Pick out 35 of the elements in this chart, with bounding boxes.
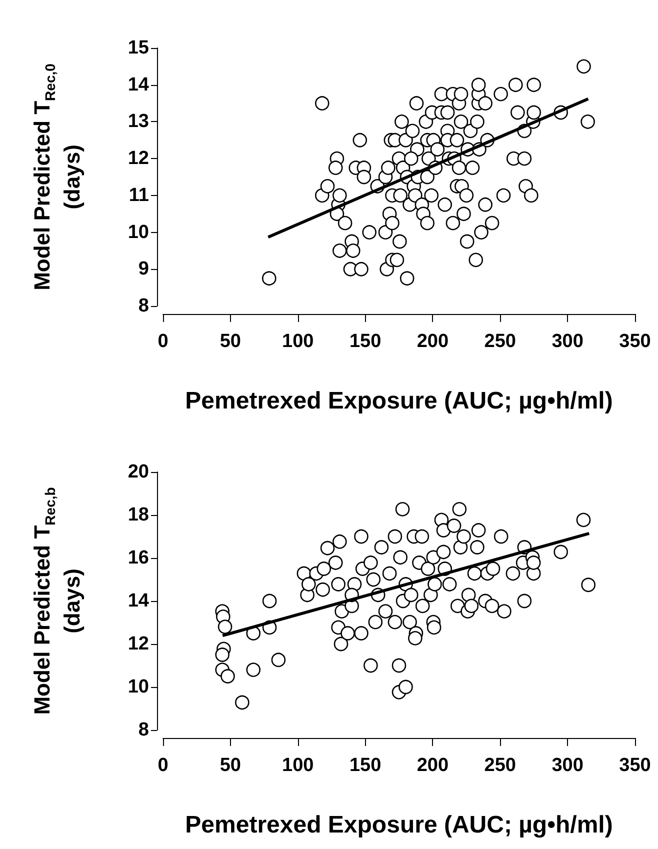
x-tick-label: 300 [552, 755, 584, 776]
text: Model Predicted TRec,0 (days) [30, 64, 84, 290]
y-tick-label: 15 [128, 38, 150, 58]
y-tick-label: 12 [128, 634, 149, 654]
x-tick-label: 300 [552, 331, 584, 352]
x-tick-label: 0 [158, 755, 168, 776]
y-tick-label: 11 [128, 184, 150, 206]
y-tick-label: 8 [138, 720, 149, 740]
x-tick-label: 0 [158, 331, 168, 352]
x-tick-label: 150 [349, 331, 382, 352]
x-tick-label: 100 [282, 755, 314, 776]
x-tick-label: 50 [220, 755, 241, 776]
x-tick-label: 250 [484, 755, 516, 776]
x-tick-label: 350 [619, 755, 651, 776]
x-axis-title: Pemetrexed Exposure (AUC; µg•h/ml) [185, 388, 613, 414]
y-tick-label: 16 [128, 548, 149, 568]
y-tick-label: 10 [128, 676, 149, 698]
x-tick-label: 200 [416, 755, 449, 776]
y-tick-label: 14 [128, 74, 150, 96]
y-tick-label: 13 [128, 111, 149, 132]
y-tick-label: 14 [128, 590, 150, 612]
y-tick-label: 8 [138, 296, 149, 316]
text: Model Predicted TRec,b (days) [30, 487, 84, 715]
x-tick-label: 50 [220, 331, 241, 352]
y-tick-label: 20 [128, 462, 149, 482]
x-tick-label: 200 [416, 331, 449, 352]
x-tick-label: 250 [484, 331, 516, 352]
y-tick-label: 9 [138, 258, 149, 280]
x-tick-label: 150 [349, 755, 382, 776]
x-tick-label: 350 [619, 331, 651, 352]
x-axis-title: Pemetrexed Exposure (AUC; µg•h/ml) [185, 812, 613, 838]
y-tick-label: 12 [128, 148, 149, 170]
y-tick-label: 18 [128, 504, 149, 526]
y-tick-label: 10 [128, 222, 149, 243]
x-tick-label: 100 [282, 331, 314, 352]
